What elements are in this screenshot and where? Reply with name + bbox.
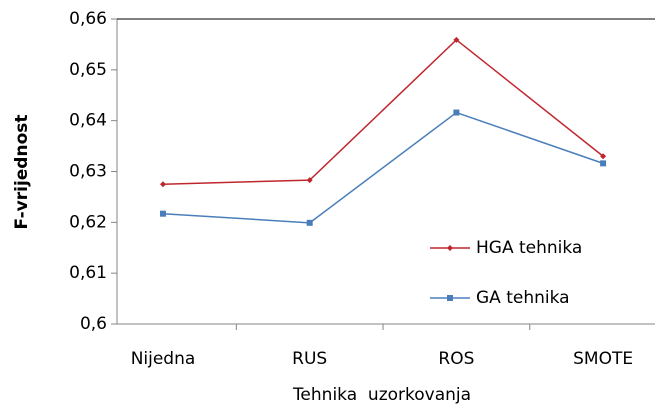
series-line [162, 38, 604, 185]
x-tick-label: Nijedna [131, 349, 196, 369]
legend-marker [447, 245, 453, 251]
series-line [162, 111, 604, 224]
y-tick-label: 0,6 [80, 314, 107, 334]
data-point [306, 177, 313, 184]
x-tick-label: ROS [438, 349, 474, 369]
data-point [306, 219, 313, 226]
legend-label: GA tehnika [476, 288, 570, 308]
y-axis-label: F-vrijednost [12, 115, 32, 230]
data-point [600, 153, 607, 160]
data-point [453, 109, 460, 116]
x-tick-label: RUS [292, 349, 327, 369]
y-tick-label: 0,62 [69, 212, 107, 232]
y-tick-label: 0,64 [69, 111, 107, 131]
x-tick-label: SMOTE [573, 349, 633, 369]
y-tick-label: 0,63 [69, 162, 107, 182]
y-tick-label: 0,66 [69, 9, 107, 29]
data-point [600, 160, 607, 167]
x-axis-label: Tehnika uzorkovanja [292, 385, 471, 405]
data-point [160, 181, 166, 188]
y-tick-label: 0,61 [69, 263, 107, 283]
data-point [160, 210, 166, 217]
data-point [453, 36, 460, 43]
legend-marker [447, 295, 453, 301]
legend-label: HGA tehnika [476, 238, 582, 258]
y-tick-label: 0,65 [69, 60, 107, 80]
